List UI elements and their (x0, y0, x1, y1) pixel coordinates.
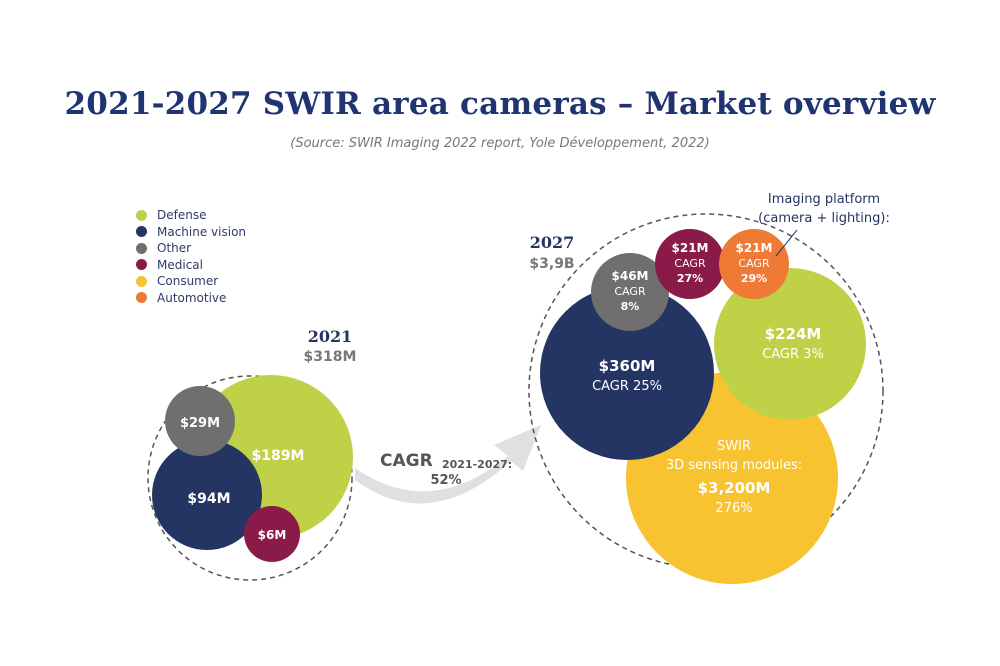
bubble-name: 3D sensing modules: (666, 458, 802, 473)
bubble-label: $224M (765, 325, 822, 343)
legend-item: Consumer (136, 273, 246, 290)
legend-label: Consumer (157, 274, 219, 289)
bubble-cagr: CAGR 25% (592, 379, 662, 394)
bubble-label: $189M (252, 448, 305, 464)
legend-label: Other (157, 241, 192, 256)
legend-item: Automotive (136, 290, 246, 307)
bubble-label: $3,200M (698, 479, 771, 497)
chart-legend: Defense Machine vision Other Medical Consume… (136, 207, 246, 306)
bubble-2027-medical (655, 229, 725, 299)
bubble-cagr: CAGR 3% (762, 347, 824, 362)
legend-item: Medical (136, 257, 246, 274)
bubble-cagr-label: CAGR (738, 257, 770, 270)
bubble-2021-machine-vision (152, 440, 262, 550)
arrow-cagr-label: CAGR (380, 451, 433, 471)
arrow-cagr-period: 2021-2027: (442, 458, 512, 471)
bubble-label: $21M (736, 241, 773, 255)
legend-swatch (136, 209, 147, 221)
bubble-cagr: 8% (621, 300, 640, 313)
annotation-pointer (775, 229, 798, 257)
bubble-cagr-label: CAGR (674, 257, 706, 270)
legend-swatch (136, 292, 147, 304)
annotation-line: Imaging platform (768, 192, 880, 207)
group-total: $318M (304, 349, 357, 365)
legend-swatch (136, 275, 147, 287)
legend-item: Defense (136, 207, 246, 224)
bubble-label: $21M (672, 241, 709, 255)
bubble-2027-defense (714, 268, 866, 420)
group-year: 2027 (530, 233, 575, 252)
growth-arrow (355, 425, 541, 504)
bubble-name: SWIR (717, 439, 751, 454)
legend-item: Machine vision (136, 224, 246, 241)
group-outline-2027 (528, 213, 884, 569)
legend-swatch (136, 242, 147, 254)
annotation-line: (camera + lighting): (758, 211, 890, 226)
bubble-2027-machine-vision (540, 286, 714, 460)
bubble-label: $29M (180, 416, 220, 431)
bubble-label: $46M (612, 269, 649, 283)
arrow-cagr-value: 52% (430, 473, 461, 488)
bubble-2027-automotive (719, 229, 789, 299)
page-title: 2021-2027 SWIR area cameras – Market ove… (64, 86, 936, 122)
group-outline-2021 (147, 375, 353, 581)
legend-label: Machine vision (157, 224, 247, 239)
bubble-2027-other (591, 253, 669, 331)
group-total: $3,9B (529, 256, 574, 272)
legend-swatch (136, 259, 147, 271)
bubble-2021-other (165, 386, 235, 456)
source-note: (Source: SWIR Imaging 2022 report, Yole … (290, 136, 710, 151)
legend-label: Automotive (157, 290, 227, 305)
bubble-label: $360M (599, 357, 656, 375)
group-year: 2021 (308, 327, 353, 346)
bubble-label: $6M (258, 528, 287, 542)
bubble-cagr-label: CAGR (614, 285, 646, 298)
bubble-2021-medical (244, 506, 300, 562)
legend-label: Medical (157, 257, 203, 272)
bubble-cagr: 29% (741, 272, 767, 285)
legend-item: Other (136, 240, 246, 257)
legend-label: Defense (157, 208, 207, 223)
legend-swatch (136, 226, 147, 238)
bubble-cagr: 276% (715, 501, 752, 516)
bubble-cagr: 27% (677, 272, 703, 285)
bubble-label: $94M (187, 491, 230, 507)
